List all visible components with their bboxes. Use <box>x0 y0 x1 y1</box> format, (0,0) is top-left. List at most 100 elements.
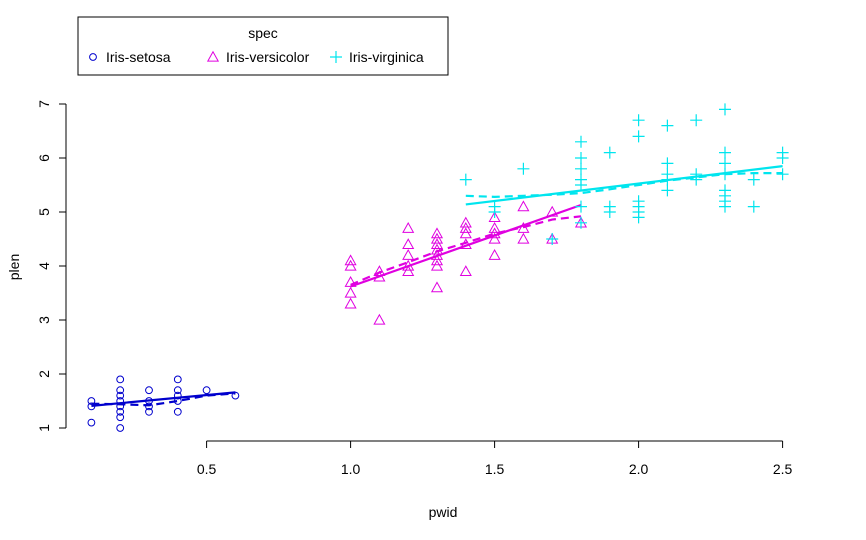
data-point <box>603 146 616 159</box>
data-point <box>116 375 125 384</box>
smoother-line <box>465 172 783 198</box>
data-point <box>488 211 501 223</box>
data-point <box>116 407 125 416</box>
data-point <box>402 238 415 250</box>
data-point <box>344 297 357 309</box>
series-group <box>459 103 789 245</box>
data-point <box>173 407 182 416</box>
legend-box <box>77 16 449 76</box>
y-tick-label: 6 <box>36 154 52 162</box>
y-tick-label: 3 <box>36 316 52 324</box>
x-axis-label: pwid <box>429 504 458 520</box>
data-point <box>231 391 240 400</box>
data-point <box>661 119 674 132</box>
series-layer <box>87 103 789 432</box>
regression-line <box>350 203 582 288</box>
data-point <box>116 424 125 432</box>
data-point <box>747 173 760 186</box>
data-point <box>430 254 444 266</box>
x-tick-label: 2.0 <box>629 461 649 477</box>
data-point <box>603 200 616 213</box>
data-point <box>488 221 501 233</box>
data-point <box>459 221 472 233</box>
series-group <box>344 200 588 325</box>
data-point <box>488 232 501 244</box>
x-tick-label: 2.5 <box>773 461 793 477</box>
smoother-line <box>91 392 236 407</box>
data-point <box>87 418 96 427</box>
data-point <box>575 152 587 164</box>
data-point <box>145 402 153 411</box>
data-point <box>488 227 501 239</box>
data-point <box>632 114 645 127</box>
data-point <box>632 130 645 143</box>
data-point <box>402 221 415 233</box>
data-point <box>344 259 357 271</box>
data-point <box>402 265 415 277</box>
data-point <box>488 248 501 260</box>
smoother-line <box>350 215 582 286</box>
legend-title: spec <box>248 25 278 41</box>
legend-marker <box>206 50 220 62</box>
legend-marker <box>89 53 97 61</box>
data-point <box>575 216 587 229</box>
data-point <box>517 221 530 233</box>
legend-entry-label: Iris-virginica <box>349 49 424 65</box>
data-point <box>690 168 703 181</box>
y-tick-label: 7 <box>36 100 52 108</box>
series-group <box>87 375 240 432</box>
legend-entry-label: Iris-setosa <box>106 49 171 65</box>
y-tick-label: 5 <box>36 208 52 216</box>
x-tick-label: 1.0 <box>341 461 361 477</box>
data-point <box>719 157 731 170</box>
data-point <box>661 168 674 181</box>
data-point <box>373 313 386 325</box>
data-point <box>690 114 703 127</box>
y-axis-label: plen <box>6 254 22 280</box>
data-point <box>575 173 587 186</box>
data-point <box>430 243 444 255</box>
data-point <box>116 386 125 395</box>
axes: 0.5 1.0 1.5 2.0 2.5 1 2 3 4 5 6 7 <box>36 100 793 477</box>
data-point <box>747 200 760 213</box>
data-point <box>173 391 182 400</box>
data-point <box>116 391 125 400</box>
data-point <box>430 259 444 271</box>
data-point <box>517 232 530 244</box>
x-tick-label: 0.5 <box>197 461 217 477</box>
y-tick-label: 2 <box>36 370 52 378</box>
data-point <box>430 232 444 244</box>
data-point <box>719 146 731 159</box>
data-point <box>719 103 731 116</box>
data-point <box>145 386 153 395</box>
data-point <box>719 184 731 197</box>
data-point <box>173 386 182 395</box>
data-point <box>661 184 674 197</box>
data-point <box>344 254 357 266</box>
data-point <box>145 407 153 416</box>
data-point <box>632 195 645 208</box>
x-tick-label: 1.5 <box>485 461 505 477</box>
data-point <box>116 413 125 422</box>
data-point <box>517 200 530 212</box>
data-point <box>661 157 674 170</box>
data-point <box>344 286 357 298</box>
data-point <box>776 146 789 159</box>
data-point <box>488 200 501 213</box>
data-point <box>173 375 182 384</box>
data-point <box>575 200 587 213</box>
data-point <box>459 216 472 228</box>
data-point <box>430 238 444 250</box>
data-point <box>459 173 472 186</box>
regression-line <box>465 165 783 206</box>
y-tick-label: 4 <box>36 262 52 270</box>
data-point <box>575 162 587 175</box>
data-point <box>517 162 530 175</box>
data-point <box>202 386 211 395</box>
data-point <box>546 233 559 245</box>
legend-entry-label: Iris-versicolor <box>226 49 310 65</box>
data-point <box>430 281 444 293</box>
legend-marker <box>330 51 342 63</box>
data-point <box>402 248 415 260</box>
